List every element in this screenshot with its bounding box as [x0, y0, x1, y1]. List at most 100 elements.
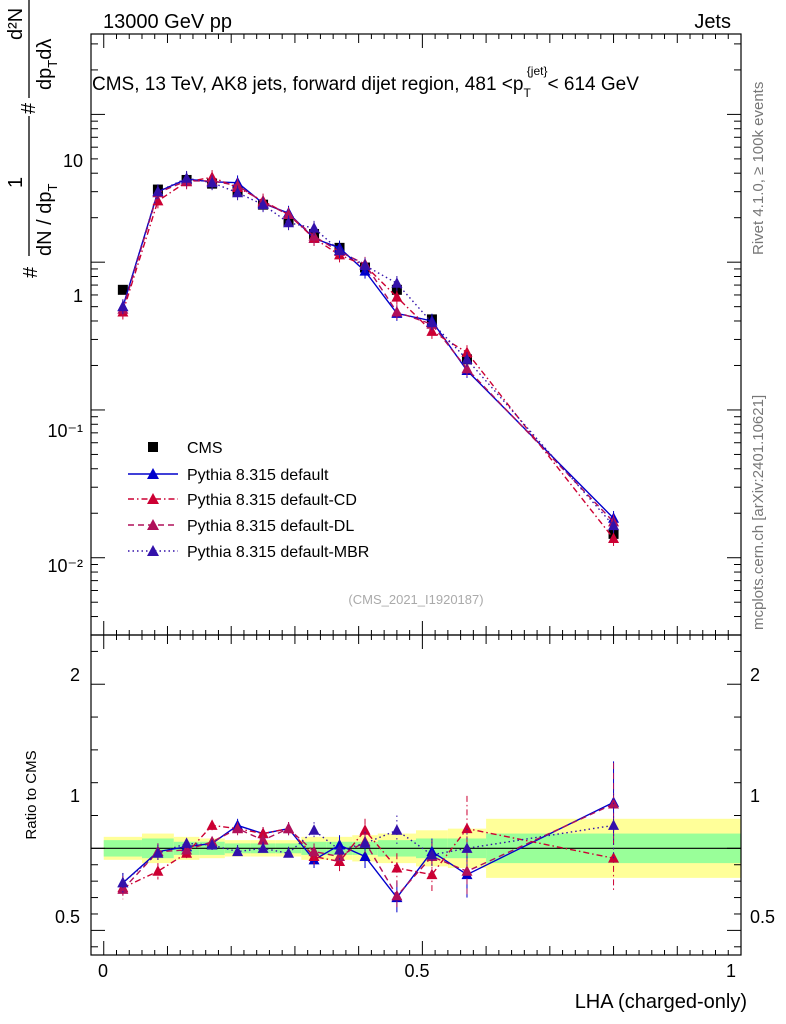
ratio-ytick-label-left-1: 1: [70, 786, 80, 806]
ratio-series-point: [257, 834, 269, 845]
ratio-series-point: [426, 848, 438, 860]
legend-label-dl: Pythia 8.315 default-DL: [187, 518, 354, 535]
ratio-plot-frame: [90, 634, 742, 956]
legend-marker-cd: [147, 493, 159, 504]
ratio-series-point: [359, 837, 371, 848]
ratio-series-point: [181, 843, 193, 855]
header-left-label: 13000 GeV pp: [103, 11, 232, 33]
xtick-label-2: 1: [726, 961, 736, 981]
ratio-series-point: [152, 847, 164, 858]
x-axis-label: LHA (charged-only): [575, 991, 747, 1013]
main-series-point: [391, 306, 403, 317]
ratio-series-point: [308, 845, 320, 857]
main-series-point: [334, 244, 346, 255]
main-series-point: [391, 291, 403, 302]
ratio-series-point: [334, 843, 346, 855]
legend-marker-mbr: [147, 545, 159, 556]
main-series-point: [152, 185, 164, 197]
ratio-series-point: [283, 847, 295, 858]
ylabel-hash-right: #: [18, 102, 40, 114]
main-series-point: [461, 353, 473, 364]
ratio-series-point: [359, 824, 371, 835]
main-ytick-label-2: 1: [73, 286, 83, 306]
ratio-series-point: [117, 876, 129, 888]
cms-data-point: [117, 284, 128, 295]
ratio-series-point: [334, 850, 346, 862]
ratio-series-point: [426, 868, 438, 880]
main-series-point: [257, 198, 269, 210]
ratio-series-point: [461, 822, 473, 834]
main-title: CMS, 13 TeV, AK8 jets, forward dijet reg…: [92, 64, 639, 100]
ratio-series-point: [391, 862, 403, 873]
legend-marker-default: [147, 468, 159, 479]
ratio-series-point: [232, 822, 244, 834]
ylabel-den-right-text: dp: [34, 68, 56, 90]
main-series-point: [308, 222, 320, 233]
ylabel-den-right-sub: T: [45, 60, 60, 68]
ratio-series-point: [608, 819, 620, 830]
ratio-series-point: [152, 865, 164, 876]
header-right-label: Jets: [694, 11, 731, 33]
main-ytick-label-0: 10⁻²: [47, 556, 83, 576]
title-sub: T: [523, 86, 531, 100]
ratio-series-point: [359, 850, 371, 862]
ratio-series-point: [257, 842, 269, 853]
ratio-series-line-1: [122, 824, 614, 889]
legend-label-cms: CMS: [187, 440, 223, 457]
xtick-label-1: 0.5: [404, 961, 429, 981]
ratio-series-point: [391, 824, 403, 835]
analysis-watermark: (CMS_2021_I1920187): [348, 592, 483, 607]
ratio-series-point: [206, 819, 218, 830]
title-after: < 614 GeV: [548, 74, 640, 95]
title-before: CMS, 13 TeV, AK8 jets, forward dijet reg…: [92, 74, 523, 95]
ratio-ytick-label-right-1: 1: [750, 786, 760, 806]
main-series-point: [426, 316, 438, 328]
rivet-version-label: Rivet 4.1.0, ≥ 100k events: [750, 82, 767, 255]
main-series-line-2: [122, 176, 615, 539]
ratio-series-point: [308, 824, 320, 835]
legend-marker-dl: [147, 519, 159, 530]
main-ytick-label-3: 10: [63, 151, 83, 171]
ratio-ytick-label-right-2: 2: [750, 665, 760, 685]
ylabel-den-right-tail: dλ: [34, 39, 56, 60]
ylabel-den-left: dN / dpT: [34, 184, 60, 256]
ratio-series-point: [283, 822, 295, 834]
ratio-series-point: [461, 865, 473, 876]
legend: CMS Pythia 8.315 default Pythia 8.315 de…: [128, 440, 369, 561]
ylabel-den-right: dpTdλ: [34, 39, 60, 90]
ratio-y-axis-label: Ratio to CMS: [23, 750, 40, 839]
main-series-point: [181, 172, 193, 183]
main-series-point: [206, 176, 218, 188]
ratio-series-point: [461, 842, 473, 853]
main-series-point: [232, 186, 244, 198]
main-series-point: [232, 179, 244, 191]
main-series-point: [461, 362, 473, 374]
ratio-series-line-2: [122, 803, 614, 898]
main-series-point: [283, 216, 295, 228]
main-series-point: [117, 300, 129, 312]
ylabel-num-left: 1: [5, 177, 27, 188]
xtick-label-0: 0: [98, 961, 108, 981]
ratio-series-point: [181, 837, 193, 848]
ratio-ytick-label-left-0: 0.5: [55, 907, 80, 927]
ratio-series-point: [117, 883, 129, 894]
legend-marker-cms: [148, 442, 158, 452]
main-ytick-label-1: 10⁻¹: [47, 421, 83, 441]
title-sup: {jet}: [527, 64, 548, 78]
main-series-point: [283, 208, 295, 220]
ylabel-den-left-sub: T: [45, 184, 60, 192]
main-series-point: [608, 532, 620, 543]
main-series-point: [391, 277, 403, 288]
ylabel-hash-left: #: [20, 266, 42, 278]
ratio-series-point: [206, 839, 218, 850]
ratio-series-line-3: [122, 824, 614, 884]
legend-label-default: Pythia 8.315 default: [187, 467, 329, 484]
ratio-ytick-label-right-0: 0.5: [750, 907, 775, 927]
ratio-series-point: [257, 827, 269, 839]
ratio-series-point: [232, 845, 244, 857]
ylabel-num-right: d²N: [5, 8, 27, 40]
main-series-point: [461, 346, 473, 357]
ratio-ytick-label-left-2: 2: [70, 665, 80, 685]
main-y-axis-label: # 1 dN / dpT # d²N dpTdλ: [5, 0, 60, 278]
